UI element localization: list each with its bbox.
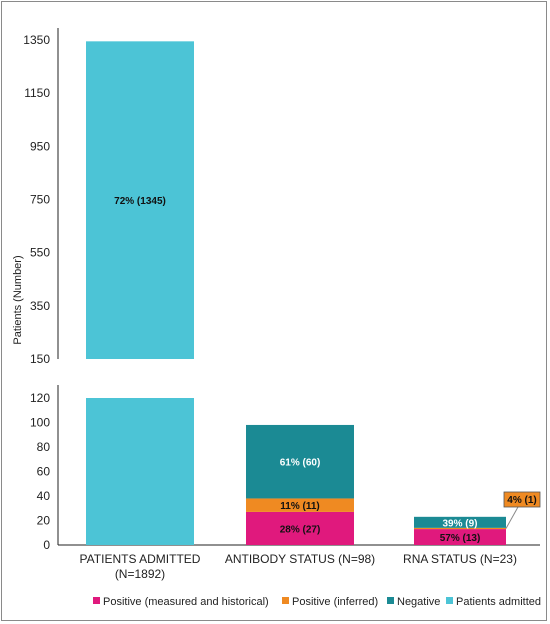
y-tick-label: 350 (30, 299, 50, 313)
category-label: ANTIBODY STATUS (N=98) (225, 552, 375, 566)
bar-segment (246, 498, 354, 512)
legend-swatch (93, 597, 100, 604)
y-axis-title: Patients (Number) (12, 255, 24, 344)
bar-segment (86, 398, 194, 545)
legend-label: Positive (measured and historical) (103, 596, 269, 608)
legend-swatch (282, 597, 289, 604)
y-tick-label: 150 (30, 352, 50, 366)
bar-segment (414, 529, 506, 545)
y-tick-label: 950 (30, 139, 50, 153)
y-tick-label: 100 (30, 416, 50, 430)
category-label: PATIENTS ADMITTED (80, 552, 201, 566)
bar-segment (246, 511, 354, 545)
y-tick-label: 1350 (23, 33, 50, 47)
data-label: 61% (60) (280, 458, 321, 469)
bar-segment (246, 424, 354, 499)
y-tick-label: 750 (30, 193, 50, 207)
y-tick-label: 120 (30, 391, 50, 405)
legend-label: Negative (397, 596, 440, 608)
data-label: 11% (11) (280, 501, 319, 512)
bar-segment (86, 41, 194, 360)
category-label: (N=1892) (115, 567, 165, 581)
y-tick-label: 0 (43, 538, 50, 552)
y-tick-label: 20 (37, 514, 51, 528)
data-label: 72% (1345) (114, 196, 166, 207)
y-tick-label: 60 (37, 465, 51, 479)
legend-label: Patients admitted (456, 596, 541, 608)
y-tick-label: 550 (30, 246, 50, 260)
y-tick-label: 40 (37, 489, 51, 503)
y-tick-label: 80 (37, 440, 51, 454)
legend-swatch (387, 597, 394, 604)
callout-line (505, 506, 519, 529)
data-label: 28% (27) (280, 524, 321, 535)
legend-swatch (446, 597, 453, 604)
data-label: 4% (1) (507, 495, 536, 506)
data-label: 39% (9) (442, 518, 477, 529)
legend-label: Positive (inferred) (292, 596, 378, 608)
category-label: RNA STATUS (N=23) (403, 552, 517, 566)
callout-box (503, 491, 541, 508)
bar-segment (414, 527, 506, 530)
y-tick-label: 1150 (24, 86, 50, 100)
data-label: 57% (13) (440, 533, 481, 544)
bar-segment (414, 516, 506, 528)
